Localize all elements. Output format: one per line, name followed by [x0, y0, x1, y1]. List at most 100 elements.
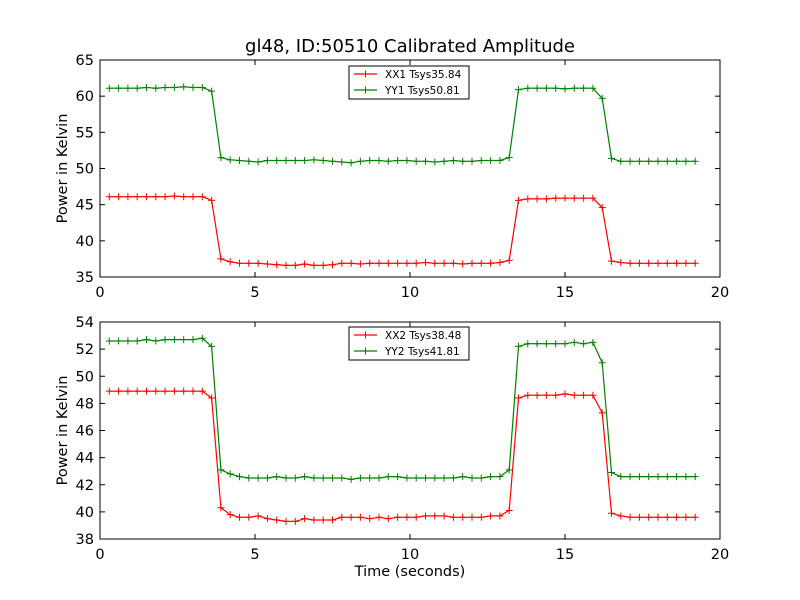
data-point — [570, 84, 578, 92]
data-point — [245, 157, 253, 165]
data-point — [115, 84, 123, 92]
data-point — [412, 474, 420, 482]
data-point — [105, 84, 113, 92]
data-point — [161, 193, 169, 201]
data-point — [608, 257, 615, 265]
data-point — [431, 474, 439, 482]
series-line-2 — [109, 86, 696, 164]
series-markers-2 — [105, 83, 699, 167]
data-point — [208, 342, 216, 350]
data-point — [273, 157, 281, 165]
data-point — [143, 83, 150, 91]
data-point — [552, 84, 560, 92]
data-point — [310, 516, 318, 524]
data-point — [487, 157, 495, 165]
data-point — [273, 261, 281, 269]
data-point — [598, 359, 606, 367]
data-point — [422, 157, 429, 165]
x-tick-label: 15 — [556, 285, 574, 301]
data-point — [180, 336, 188, 344]
data-point — [152, 193, 160, 201]
data-point — [663, 473, 671, 481]
data-point — [208, 196, 216, 204]
y-tick-label: 60 — [76, 89, 94, 105]
y-tick-label: 45 — [76, 198, 94, 214]
data-point — [338, 513, 346, 521]
data-point — [291, 261, 299, 269]
data-point — [189, 83, 197, 91]
data-point — [663, 513, 671, 521]
data-point — [645, 259, 653, 267]
data-point — [459, 513, 467, 521]
data-point — [570, 391, 578, 399]
data-point — [273, 473, 281, 481]
data-point — [263, 157, 271, 165]
data-point — [589, 84, 597, 92]
y-tick-label: 65 — [76, 53, 94, 69]
data-point — [533, 391, 541, 399]
data-point — [319, 157, 327, 165]
data-point — [654, 259, 662, 267]
data-point — [691, 157, 699, 165]
data-point — [589, 338, 597, 346]
data-point — [440, 512, 448, 520]
y-tick-label: 40 — [76, 505, 94, 521]
data-point — [133, 193, 141, 201]
legend-marker — [362, 86, 369, 94]
data-point — [375, 259, 383, 267]
data-point — [329, 516, 336, 524]
data-point — [524, 195, 532, 203]
data-point — [617, 259, 625, 267]
data-point — [366, 515, 374, 523]
data-point — [542, 391, 550, 399]
data-point — [617, 473, 625, 481]
data-point — [105, 193, 113, 201]
data-point — [403, 513, 411, 521]
data-point — [133, 337, 141, 345]
data-point — [459, 260, 467, 268]
data-point — [170, 387, 178, 395]
data-point — [124, 337, 132, 345]
data-point — [394, 259, 402, 267]
data-point — [496, 259, 504, 267]
data-point — [161, 387, 169, 395]
series-line-1 — [109, 195, 696, 266]
data-point — [319, 261, 327, 269]
data-point — [273, 516, 281, 524]
data-point — [329, 474, 336, 482]
data-point — [533, 195, 541, 203]
data-point — [589, 194, 597, 202]
data-point — [263, 515, 271, 523]
data-point — [635, 157, 643, 165]
legend-box — [348, 326, 470, 361]
data-point — [133, 387, 141, 395]
data-point — [412, 513, 420, 521]
data-point — [161, 336, 169, 344]
data-point — [477, 474, 485, 482]
x-tick-label: 5 — [250, 547, 259, 563]
data-point — [440, 474, 448, 482]
y-tick-label: 35 — [76, 270, 94, 286]
series-markers-1 — [105, 192, 699, 269]
data-point — [338, 259, 346, 267]
data-point — [515, 394, 522, 402]
data-point — [254, 259, 262, 267]
data-point — [626, 473, 634, 481]
data-point — [635, 473, 643, 481]
data-point — [198, 387, 206, 395]
data-point — [291, 474, 299, 482]
data-point — [180, 83, 188, 91]
data-point — [375, 157, 383, 165]
data-point — [598, 204, 606, 212]
y-axis-label: Power in Kelvin — [55, 114, 71, 224]
y-tick-label: 38 — [76, 532, 94, 548]
data-point — [635, 513, 643, 521]
data-point — [691, 513, 699, 521]
data-point — [542, 84, 550, 92]
data-point — [384, 259, 392, 267]
data-point — [617, 157, 625, 165]
data-point — [524, 340, 532, 348]
data-point — [561, 340, 569, 348]
data-point — [282, 474, 290, 482]
